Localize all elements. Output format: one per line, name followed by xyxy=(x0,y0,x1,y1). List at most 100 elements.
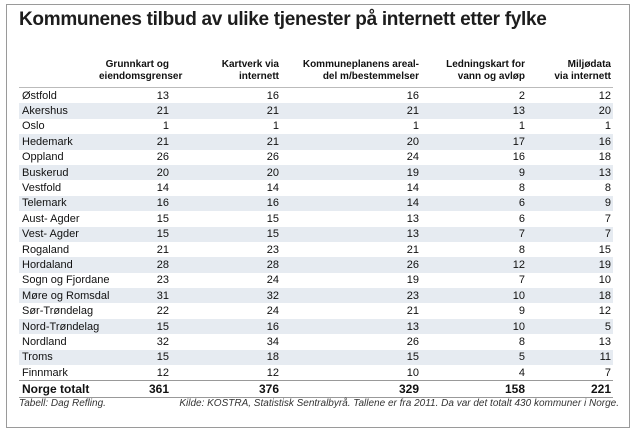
header-cell: Kartverk via internett xyxy=(171,45,281,88)
header-line: internett xyxy=(239,71,279,82)
row-name: Nord-Trøndelag xyxy=(19,318,99,335)
cell: 23 xyxy=(281,288,421,304)
table-row: Vest- Agder 15 15 13 7 7 xyxy=(19,226,613,242)
table-row: Finnmark 12 12 10 4 7 xyxy=(19,365,613,381)
cell: 20 xyxy=(171,164,281,181)
cell: 12 xyxy=(421,257,527,273)
table: Grunnkart og eiendomsgrenser Kartverk via i… xyxy=(19,45,613,398)
header-line: vann og avløp xyxy=(457,71,525,82)
cell: 19 xyxy=(527,257,613,273)
cell: 7 xyxy=(518,274,525,287)
row-name: Østfold xyxy=(22,89,57,102)
cell: 5 xyxy=(421,349,527,366)
table-row: Aust- Agder 15 15 13 6 7 xyxy=(19,211,613,226)
cell: 14 xyxy=(266,182,279,195)
cell: 9 xyxy=(518,305,525,318)
cell: 221 xyxy=(527,380,613,398)
cell: 158 xyxy=(421,380,527,398)
table-row: Hedemark 21 21 20 17 16 xyxy=(19,134,613,150)
cell: 12 xyxy=(156,366,169,379)
row-name: Rogaland xyxy=(22,243,70,256)
cell: 10 xyxy=(598,274,611,287)
row-name: Oslo xyxy=(22,120,45,133)
cell: 7 xyxy=(421,226,527,242)
cell: 23 xyxy=(266,243,279,256)
table-row: Sogn og Fjordane 23 24 19 7 10 xyxy=(19,273,613,288)
cell: 21 xyxy=(406,243,419,256)
cell: 1 xyxy=(272,120,279,133)
cell: 8 xyxy=(518,182,525,195)
cell: 15 xyxy=(266,212,279,225)
cell: 14 xyxy=(156,182,169,195)
cell: 7 xyxy=(604,366,611,379)
cell: 8 xyxy=(604,182,611,195)
cell: 376 xyxy=(171,380,281,398)
row-name: Nordland xyxy=(22,335,67,348)
cell: 16 xyxy=(171,195,281,212)
table-row: Møre og Romsdal 31 32 23 10 18 xyxy=(19,288,613,304)
header-cell: Miljødata via internett xyxy=(527,45,613,88)
cell: 2 xyxy=(518,89,525,102)
table-body: Østfold 13 16 16 2 12 Akershus 21 21 21 13 20 Oslo 1 1… xyxy=(19,88,613,398)
cell: 8 xyxy=(518,243,525,256)
cell: 13 xyxy=(281,318,421,335)
header-row: Grunnkart og eiendomsgrenser Kartverk via i… xyxy=(19,45,613,88)
row-name: Vestfold xyxy=(22,182,62,195)
cell: 12 xyxy=(598,89,611,102)
cell: 26 xyxy=(406,335,419,348)
cell: 13 xyxy=(281,226,421,242)
cell: 6 xyxy=(421,195,527,212)
cell: 6 xyxy=(518,212,525,225)
cell: 28 xyxy=(171,257,281,273)
cell: 16 xyxy=(99,195,171,212)
table-row: Telemark 16 16 14 6 9 xyxy=(19,195,613,212)
cell: 26 xyxy=(281,257,421,273)
cell: 1 xyxy=(604,120,611,133)
cell: 16 xyxy=(171,318,281,335)
table-row: Nord-Trøndelag 15 16 13 10 5 xyxy=(19,318,613,335)
row-name: Hordaland xyxy=(19,257,99,273)
cell: 10 xyxy=(421,288,527,304)
cell: 9 xyxy=(527,195,613,212)
cell: 32 xyxy=(171,288,281,304)
cell: 9 xyxy=(421,164,527,181)
cell: 12 xyxy=(598,305,611,318)
cell: 22 xyxy=(156,305,169,318)
cell: 24 xyxy=(266,305,279,318)
cell: 15 xyxy=(281,349,421,366)
cell: 34 xyxy=(266,335,279,348)
cell: 32 xyxy=(156,335,169,348)
cell: 4 xyxy=(518,366,525,379)
table-row: Norge totalt 361 376 329 158 221 xyxy=(19,380,613,398)
cell: 18 xyxy=(171,349,281,366)
cell: 16 xyxy=(512,151,525,164)
source: Kilde: KOSTRA, Statistisk Sentralbyrå. T… xyxy=(179,398,619,409)
cell: 15 xyxy=(156,212,169,225)
cell: 16 xyxy=(527,134,613,150)
table-row: Vestfold 14 14 14 8 8 xyxy=(19,180,613,195)
cell: 7 xyxy=(527,226,613,242)
header-line: Kartverk via xyxy=(221,59,279,70)
cell: 13 xyxy=(421,103,527,119)
row-name: Telemark xyxy=(19,195,99,212)
cell: 31 xyxy=(99,288,171,304)
header-line: Grunnkart og xyxy=(105,59,169,70)
row-name: Buskerud xyxy=(19,164,99,181)
cell: 24 xyxy=(406,151,419,164)
row-name: Sogn og Fjordane xyxy=(22,274,110,287)
cell: 20 xyxy=(281,134,421,150)
table-row: Troms 15 18 15 5 11 xyxy=(19,349,613,366)
table-row: Akershus 21 21 21 13 20 xyxy=(19,103,613,119)
cell: 21 xyxy=(156,243,169,256)
header-cell: Kommuneplanens areal-del m/bestemmelser xyxy=(281,45,421,88)
cell: 1 xyxy=(412,120,419,133)
cell: 1 xyxy=(518,120,525,133)
row-name: Oppland xyxy=(22,151,64,164)
table-row: Rogaland 21 23 21 8 15 xyxy=(19,242,613,257)
cell: 20 xyxy=(99,164,171,181)
table-row: Nordland 32 34 26 8 13 xyxy=(19,334,613,349)
cell: 19 xyxy=(281,164,421,181)
frame: Kommunenes tilbud av ulike tjenester på … xyxy=(6,4,630,428)
cell: 26 xyxy=(156,151,169,164)
